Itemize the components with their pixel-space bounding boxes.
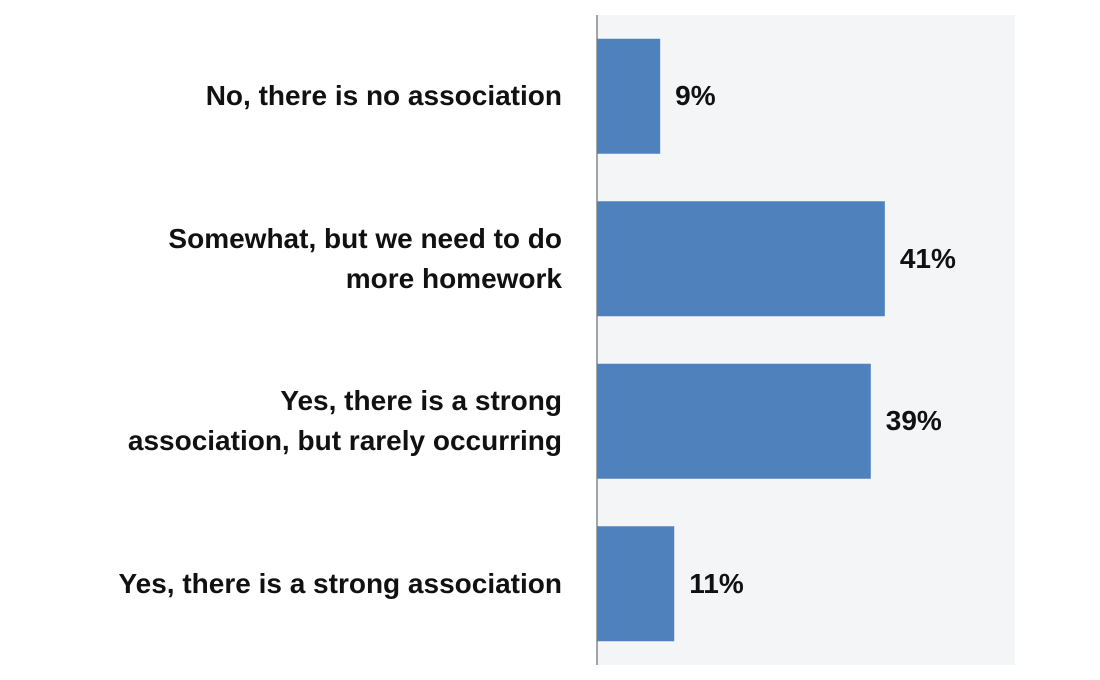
category-label: No, there is no association xyxy=(205,80,562,112)
category-label: Yes, there is a strong association xyxy=(118,567,562,599)
bar xyxy=(597,363,871,479)
bar xyxy=(597,38,661,154)
value-label: 9% xyxy=(675,80,716,112)
bar xyxy=(597,526,675,642)
value-label: 41% xyxy=(899,242,956,274)
value-label: 11% xyxy=(689,567,744,599)
value-label: 39% xyxy=(885,405,942,437)
bar xyxy=(597,201,885,317)
category-label: Yes, there is a strong association, but … xyxy=(127,385,562,457)
category-label: Somewhat, but we need to do more homewor… xyxy=(168,222,562,294)
